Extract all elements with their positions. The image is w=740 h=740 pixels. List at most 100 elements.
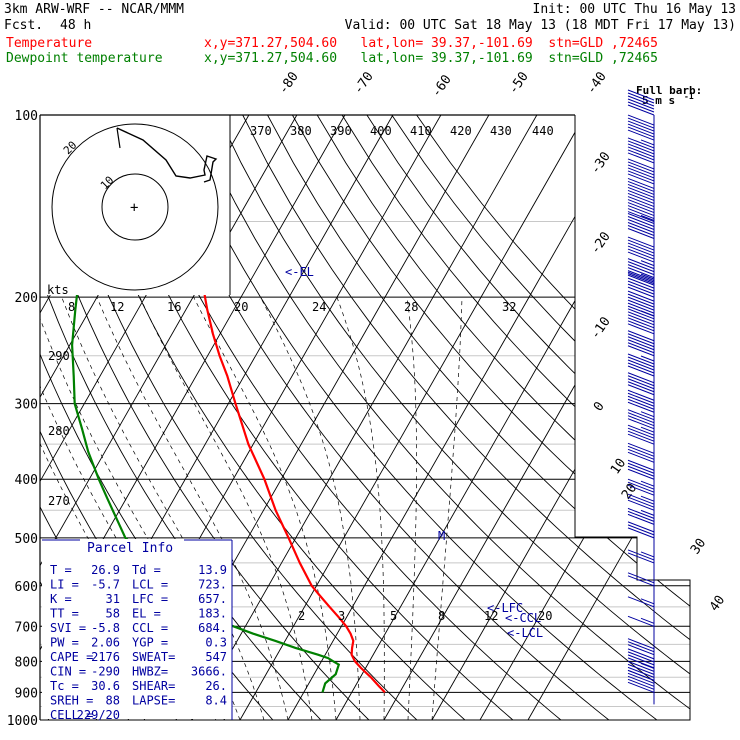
isotherm-label: 20 bbox=[619, 481, 640, 502]
dry-adiabat bbox=[118, 115, 562, 720]
parcel-stat-label: CAPE = bbox=[50, 650, 93, 664]
dry-adiabat bbox=[416, 115, 690, 720]
wind-barb bbox=[627, 478, 655, 496]
barb-half bbox=[640, 480, 655, 487]
el-marker: <-EL bbox=[285, 265, 314, 279]
barb-flag bbox=[627, 293, 655, 305]
barb-flag bbox=[627, 271, 655, 283]
barb-flag bbox=[627, 123, 655, 135]
parcel-stat-value: 723. bbox=[198, 578, 227, 592]
hodograph-panel bbox=[40, 115, 230, 295]
barb-flag bbox=[627, 510, 655, 522]
pressure-label: 900 bbox=[15, 686, 38, 701]
wind-barb bbox=[627, 442, 655, 463]
barb-flag bbox=[627, 89, 655, 101]
mixing-ratio-label: 12 bbox=[110, 300, 124, 314]
barb-flag bbox=[627, 433, 655, 445]
hodograph-trace bbox=[116, 127, 218, 183]
barb-flag bbox=[627, 409, 655, 421]
pressure-label: 200 bbox=[15, 291, 38, 306]
parcel-stat-value: 684. bbox=[198, 621, 227, 635]
barb-flag bbox=[627, 186, 655, 198]
wind-barb bbox=[627, 638, 655, 656]
temperature-legend: Temperature bbox=[6, 36, 93, 51]
barb-half bbox=[640, 551, 655, 558]
dry-adiabat-label: 290 bbox=[48, 349, 70, 363]
hodograph-tick bbox=[116, 127, 121, 149]
barb-flag bbox=[627, 459, 655, 471]
wind-barb bbox=[627, 648, 655, 669]
isotherm bbox=[239, 115, 586, 720]
barb-flag bbox=[627, 681, 655, 693]
wind-barb bbox=[627, 353, 655, 377]
isotherm-label: -20 bbox=[588, 229, 614, 257]
barb-half bbox=[640, 411, 655, 418]
isotherm-label: -40 bbox=[584, 69, 610, 97]
isotherm-label: 40 bbox=[707, 593, 728, 614]
barb-flag bbox=[627, 478, 655, 490]
mixing-ratio-label: 2 bbox=[298, 609, 305, 623]
parcel-stat-value: 183. bbox=[198, 607, 227, 621]
lfc-marker: <-LFC bbox=[487, 601, 523, 615]
barb-flag bbox=[627, 395, 655, 407]
barb-flag bbox=[627, 164, 655, 176]
barb-flag bbox=[627, 261, 655, 273]
barb-flag bbox=[627, 199, 655, 211]
barb-flag bbox=[627, 146, 655, 158]
barb-flag bbox=[627, 552, 655, 564]
wind-barb bbox=[627, 308, 655, 335]
barb-flag bbox=[627, 672, 655, 684]
barb-flag bbox=[627, 415, 655, 427]
barb-flag bbox=[627, 183, 655, 195]
wind-barb bbox=[627, 549, 655, 564]
m-marker: M bbox=[438, 529, 445, 543]
barb-flag bbox=[627, 98, 655, 110]
barb-flag bbox=[627, 101, 655, 113]
dry-adiabat-label: 280 bbox=[48, 424, 70, 438]
barb-flag bbox=[627, 644, 655, 656]
mixing-ratio-label: 28 bbox=[404, 300, 418, 314]
wind-barb bbox=[627, 271, 655, 298]
barb-flag bbox=[627, 264, 655, 276]
parcel-stat-label: LCL = bbox=[132, 578, 168, 592]
wind-barb bbox=[627, 572, 655, 587]
barb-flag bbox=[627, 140, 655, 152]
barb-flag bbox=[627, 462, 655, 474]
isotherm-label: 30 bbox=[688, 536, 709, 557]
barb-flag bbox=[627, 669, 655, 681]
barb-flag bbox=[627, 418, 655, 430]
parcel-stat-label: SWEAT= bbox=[132, 650, 175, 664]
wind-barb bbox=[627, 507, 655, 525]
barb-flag bbox=[627, 378, 655, 390]
barb-flag bbox=[627, 648, 655, 660]
barb-half bbox=[640, 426, 655, 433]
forecast-hour: 48 h bbox=[60, 18, 92, 33]
barb-flag bbox=[627, 484, 655, 496]
isotherm-label: 0 bbox=[591, 399, 608, 414]
barb-flag bbox=[627, 308, 655, 320]
barb-flag bbox=[627, 274, 655, 286]
pressure-label: 300 bbox=[15, 398, 38, 413]
parcel-stat-label: Tc = bbox=[50, 679, 79, 693]
barb-flag bbox=[627, 173, 655, 185]
parcel-stat-value: 13.9 bbox=[198, 563, 227, 577]
parcel-stat-label: HWBZ= bbox=[132, 665, 168, 679]
barb-flag bbox=[627, 170, 655, 182]
parcel-stat-value: 30.6 bbox=[91, 679, 120, 693]
parcel-stat-value: 31 bbox=[106, 592, 120, 606]
barb-flag bbox=[627, 299, 655, 311]
barb-flag bbox=[627, 242, 655, 254]
parcel-stat-label: SREH = bbox=[50, 694, 93, 708]
dry-adiabat bbox=[167, 115, 658, 720]
dry-adiabat-label: 390 bbox=[330, 124, 352, 138]
pressure-label: 700 bbox=[15, 620, 38, 635]
barb-flag bbox=[627, 384, 655, 396]
model-title: 3km ARW-WRF -- NCAR/MMM bbox=[4, 2, 185, 17]
barb-flag bbox=[627, 675, 655, 687]
barb-flag bbox=[627, 202, 655, 214]
parcel-stat-value: 88 bbox=[106, 694, 120, 708]
parcel-stat-value: 3666. bbox=[191, 665, 227, 679]
parcel-stat-label: T = bbox=[50, 563, 72, 577]
dry-adiabat bbox=[316, 115, 690, 720]
parcel-stat-label: YGP = bbox=[132, 636, 168, 650]
